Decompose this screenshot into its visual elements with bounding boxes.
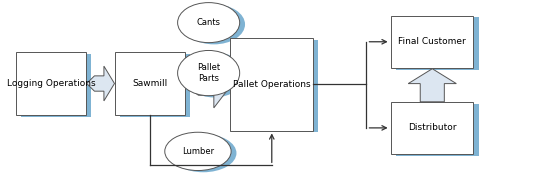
Text: Final Customer: Final Customer (398, 37, 466, 46)
Text: Pallet Operations: Pallet Operations (233, 80, 310, 89)
Text: Pallet
Parts: Pallet Parts (197, 63, 220, 83)
Polygon shape (186, 63, 231, 108)
Bar (396, 17, 479, 70)
Ellipse shape (178, 50, 240, 96)
Bar (391, 102, 473, 154)
Text: Sawmill: Sawmill (132, 79, 167, 88)
Text: Distributor: Distributor (408, 123, 456, 132)
Bar (16, 52, 86, 115)
Ellipse shape (170, 134, 236, 172)
Bar (396, 104, 479, 156)
Polygon shape (408, 69, 456, 102)
Bar (230, 38, 313, 130)
Bar (391, 16, 473, 68)
Text: Lumber: Lumber (182, 147, 214, 156)
Ellipse shape (183, 4, 245, 44)
Text: Cants: Cants (197, 18, 220, 27)
Ellipse shape (178, 3, 240, 43)
Text: Logging Operations: Logging Operations (6, 79, 95, 88)
Bar (235, 40, 318, 132)
Bar (21, 54, 91, 117)
Ellipse shape (183, 52, 245, 97)
Bar (115, 52, 185, 115)
Polygon shape (87, 66, 114, 101)
Bar (120, 54, 190, 117)
Ellipse shape (165, 132, 231, 171)
